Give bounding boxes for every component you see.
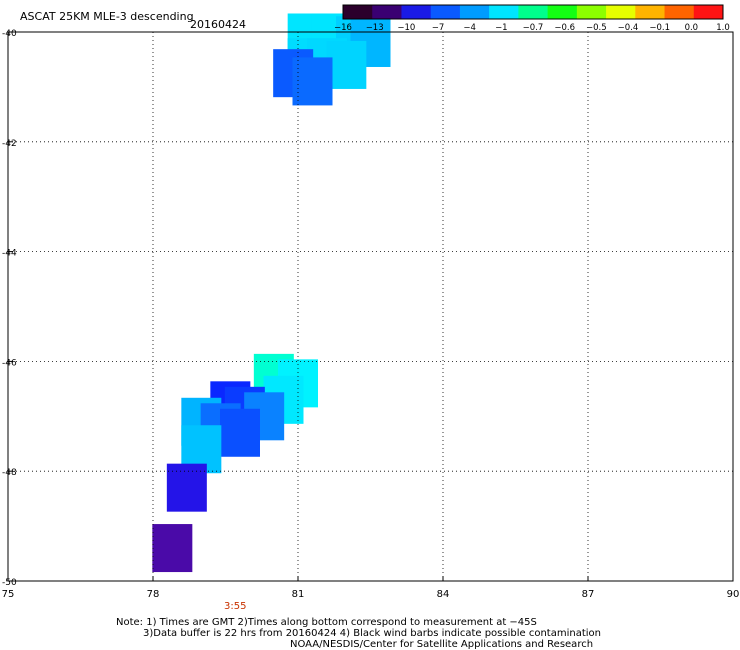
colorbar-label: −0.6 — [554, 23, 575, 33]
colorbar-swatch — [547, 5, 578, 19]
y-tick-label: -44 — [2, 249, 17, 259]
colorbar-label: −13 — [366, 23, 384, 33]
colorbar-swatch — [401, 5, 432, 19]
data-cell-20 — [152, 524, 193, 573]
colorbar-swatch — [576, 5, 607, 19]
swath-cells — [152, 13, 391, 573]
colorbar-swatch — [343, 5, 373, 19]
colorbar-label: −4 — [463, 23, 476, 33]
colorbar-frame — [342, 4, 724, 20]
x-tick-label: 78 — [147, 589, 160, 600]
y-tick-label: -42 — [2, 139, 17, 149]
colorbar-label: 1.0 — [716, 23, 730, 33]
colorbar-swatch — [635, 5, 666, 19]
colorbar-swatch — [606, 5, 636, 19]
data-cell-6 — [326, 40, 367, 89]
x-tick-label: 75 — [2, 589, 15, 600]
data-cell-19 — [166, 463, 207, 512]
data-cell-17 — [220, 408, 260, 457]
colorbar-label: 0.0 — [685, 23, 699, 33]
x-tick-label: 90 — [727, 589, 740, 600]
x-tick-label: 87 — [582, 589, 595, 600]
x-tick-label: 84 — [437, 589, 450, 600]
x-tick-label: 81 — [292, 589, 305, 600]
colorbar-swatch — [459, 5, 490, 19]
gridlines — [8, 32, 733, 581]
note-line-1: Note: 1) Times are GMT 2)Times along bot… — [116, 617, 537, 628]
y-tick-label: -50 — [2, 578, 17, 588]
time-label: 3:55 — [224, 601, 246, 612]
colorbar-label: −0.7 — [523, 23, 544, 33]
x-axis: 75 78 81 84 87 90 — [2, 576, 740, 600]
colorbar-label: −1 — [495, 23, 508, 33]
colorbar-swatch — [693, 5, 724, 19]
note-line-3: NOAA/NESDIS/Center for Satellite Applica… — [290, 639, 593, 650]
colorbar-label: −16 — [334, 23, 352, 33]
colorbar: −16 −13 −10 −7 −4 −1 −0.7 −0.6 −0.5 −0.4 −0.1 0.0 1.… — [334, 4, 730, 33]
colorbar-swatch — [430, 5, 461, 19]
colorbar-label: −0.5 — [586, 23, 607, 33]
colorbar-label: −10 — [397, 23, 415, 33]
data-cell-8 — [292, 57, 333, 106]
colorbar-swatch — [518, 5, 549, 19]
plot-frame — [7, 31, 734, 582]
colorbar-label: −0.4 — [618, 23, 639, 33]
date-label: 20160424 — [190, 18, 246, 31]
note-line-2: 3)Data buffer is 22 hrs from 20160424 4)… — [143, 628, 601, 639]
y-tick-label: -48 — [2, 468, 17, 478]
colorbar-label: −7 — [432, 23, 445, 33]
y-tick-label: -40 — [2, 29, 17, 39]
y-tick-label: -46 — [2, 358, 17, 368]
colorbar-label: −0.1 — [649, 23, 670, 33]
colorbar-swatch — [489, 5, 519, 19]
y-axis: -40 -42 -44 -46 -48 -50 — [2, 29, 17, 588]
colorbar-swatch — [372, 5, 402, 19]
colorbar-swatch — [664, 5, 695, 19]
chart-title: ASCAT 25KM MLE-3 descending — [20, 10, 194, 23]
